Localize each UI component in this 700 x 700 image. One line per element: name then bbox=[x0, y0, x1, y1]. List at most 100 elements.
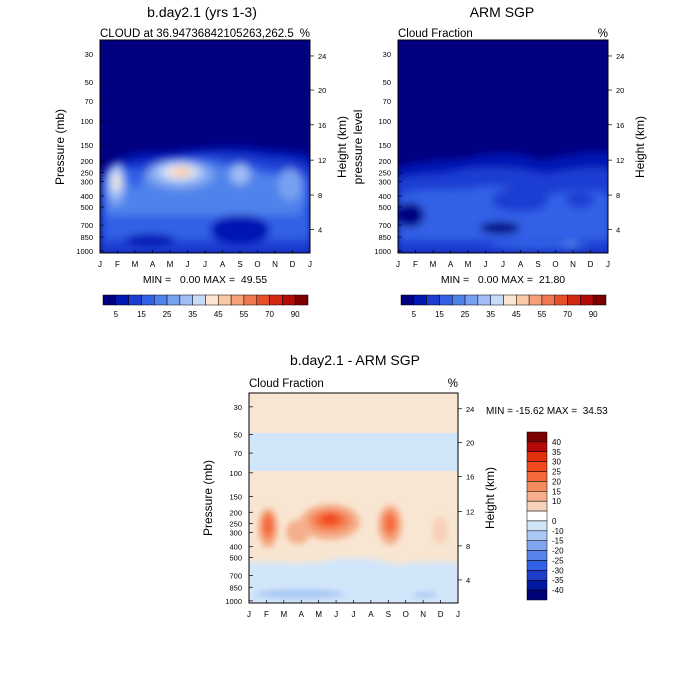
x-tick-label: M bbox=[132, 260, 139, 269]
y-tick-label: 850 bbox=[378, 233, 391, 242]
panel-model-ylabel-right: Height (km) bbox=[335, 116, 349, 178]
colorbar-label: -10 bbox=[552, 527, 564, 536]
y-tick-label: 1000 bbox=[374, 247, 391, 256]
x-tick-label: J bbox=[396, 260, 400, 269]
y-right-tick-label: 16 bbox=[616, 121, 624, 130]
colorbar-swatch bbox=[243, 294, 257, 306]
colorbar-swatch bbox=[452, 294, 466, 306]
y-tick-label: 50 bbox=[85, 78, 93, 87]
colorbar-label: 25 bbox=[461, 310, 470, 319]
panel-model-subtitle-right: % bbox=[300, 28, 310, 40]
panel-model-stats: MIN = 0.00 MAX = 49.55 bbox=[143, 274, 267, 286]
colorbar-swatch bbox=[413, 294, 427, 306]
colorbar-swatch bbox=[526, 579, 548, 591]
colorbar-swatch bbox=[528, 294, 543, 306]
x-tick-label: J bbox=[203, 260, 207, 269]
x-tick-label: M bbox=[430, 260, 437, 269]
x-tick-label: M bbox=[280, 610, 287, 619]
colorbar-label: 5 bbox=[114, 310, 119, 319]
colorbar-swatch bbox=[526, 500, 548, 512]
y-tick-label: 400 bbox=[229, 543, 242, 552]
colorbar-label: 25 bbox=[552, 468, 561, 477]
x-tick-label: M bbox=[315, 610, 322, 619]
y-right-tick-label: 4 bbox=[616, 226, 620, 235]
x-tick-label: M bbox=[167, 260, 174, 269]
colorbar-swatch bbox=[179, 294, 193, 306]
colorbar-swatch bbox=[526, 589, 548, 601]
colorbar-swatch bbox=[526, 481, 548, 492]
colorbar-swatch bbox=[192, 294, 206, 306]
y-right-tick-label: 20 bbox=[466, 438, 474, 447]
y-tick-label: 150 bbox=[229, 493, 242, 502]
y-tick-label: 70 bbox=[234, 449, 242, 458]
x-tick-label: A bbox=[150, 260, 156, 269]
colorbar-label: -35 bbox=[552, 576, 564, 585]
y-tick-label: 850 bbox=[229, 583, 242, 592]
panel-obs: ARM SGP Cloud Fraction % J F M A M J J A S O N D J 30… bbox=[351, 4, 647, 319]
y-tick-label: 30 bbox=[383, 50, 391, 59]
colorbar-label: 35 bbox=[486, 310, 495, 319]
x-tick-label: A bbox=[299, 610, 305, 619]
y-right-tick-label: 12 bbox=[616, 156, 624, 165]
colorbar-swatch bbox=[526, 520, 548, 532]
colorbar-label: 55 bbox=[239, 310, 248, 319]
x-tick-label: J bbox=[352, 610, 356, 619]
panel-diff-subtitle-left: Cloud Fraction bbox=[249, 378, 324, 390]
colorbar-swatch bbox=[526, 540, 548, 551]
colorbar-label: 5 bbox=[412, 310, 417, 319]
panel-obs-stats: MIN = 0.00 MAX = 21.80 bbox=[441, 274, 565, 286]
x-tick-label: F bbox=[264, 610, 269, 619]
x-tick-label: N bbox=[420, 610, 426, 619]
colorbar-swatch bbox=[102, 294, 117, 306]
panel-obs-contour-field bbox=[398, 40, 608, 253]
panel-obs-ylabel: pressure level bbox=[351, 110, 365, 185]
y-right-tick-label: 8 bbox=[318, 191, 322, 200]
x-tick-label: N bbox=[570, 260, 576, 269]
y-right-tick-label: 16 bbox=[466, 473, 474, 482]
y-tick-label: 150 bbox=[80, 141, 93, 150]
y-tick-label: 200 bbox=[80, 157, 93, 166]
colorbar-swatch bbox=[526, 491, 548, 502]
colorbar-swatch bbox=[567, 294, 581, 306]
y-tick-label: 200 bbox=[378, 157, 391, 166]
y-right-tick-label: 4 bbox=[318, 226, 322, 235]
colorbar-label: 90 bbox=[291, 310, 300, 319]
x-tick-label: J bbox=[606, 260, 610, 269]
x-tick-label: O bbox=[403, 610, 409, 619]
colorbar-swatch bbox=[526, 441, 548, 453]
colorbar-label: 15 bbox=[435, 310, 444, 319]
y-tick-label: 300 bbox=[229, 528, 242, 537]
y-right-tick-label: 24 bbox=[318, 52, 326, 61]
colorbar-swatch bbox=[541, 294, 555, 306]
x-tick-label: O bbox=[552, 260, 558, 269]
x-tick-label: A bbox=[518, 260, 524, 269]
y-tick-label: 500 bbox=[378, 203, 391, 212]
panel-diff-stats: MIN = -15.62 MAX = 34.53 bbox=[486, 406, 608, 417]
y-right-tick-label: 8 bbox=[616, 191, 620, 200]
y-right-tick-label: 4 bbox=[466, 576, 470, 585]
colorbar-label: 40 bbox=[552, 438, 561, 447]
x-tick-label: S bbox=[386, 610, 391, 619]
colorbar-label: 25 bbox=[163, 310, 172, 319]
colorbar-swatch bbox=[526, 570, 548, 581]
colorbar-swatch bbox=[166, 294, 181, 306]
x-tick-label: J bbox=[456, 610, 460, 619]
y-right-tick-label: 16 bbox=[318, 121, 326, 130]
y-tick-label: 200 bbox=[229, 508, 242, 517]
y-tick-label: 700 bbox=[378, 221, 391, 230]
y-tick-label: 300 bbox=[378, 177, 391, 186]
y-tick-label: 300 bbox=[80, 177, 93, 186]
x-tick-label: O bbox=[254, 260, 260, 269]
colorbar-label: -30 bbox=[552, 566, 564, 575]
x-tick-label: D bbox=[438, 610, 444, 619]
x-tick-label: A bbox=[448, 260, 454, 269]
colorbar-swatch bbox=[526, 461, 548, 472]
x-tick-label: D bbox=[588, 260, 594, 269]
x-tick-label: F bbox=[413, 260, 418, 269]
x-tick-label: J bbox=[247, 610, 251, 619]
y-tick-label: 100 bbox=[229, 469, 242, 478]
colorbar-swatch bbox=[115, 294, 129, 306]
panel-diff-title: b.day2.1 - ARM SGP bbox=[290, 352, 420, 368]
